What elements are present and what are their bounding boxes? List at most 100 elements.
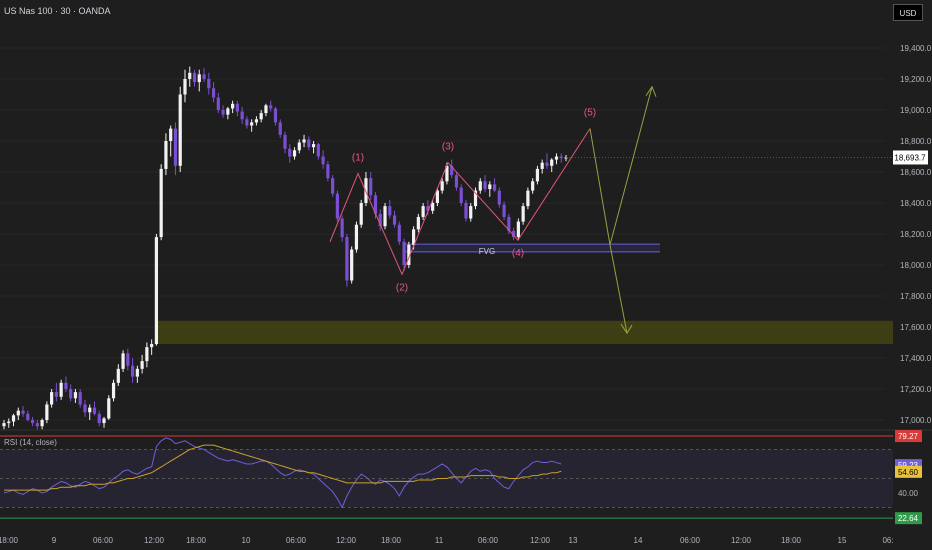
- y-tick-label: 17,200.0: [900, 385, 932, 394]
- candle: [250, 119, 254, 132]
- candle: [321, 150, 325, 169]
- rsi-level-label: 59.23: [898, 461, 919, 470]
- candle-body: [97, 413, 101, 424]
- candle: [397, 221, 401, 245]
- candle-body: [254, 119, 259, 123]
- candle: [83, 399, 87, 417]
- candle: [64, 376, 68, 393]
- bearish-arrowhead: [620, 323, 633, 335]
- x-tick-label: 06:00: [93, 536, 114, 545]
- candle: [45, 401, 49, 424]
- candle-body: [554, 156, 559, 160]
- candle-body: [507, 216, 511, 231]
- candle-body: [397, 224, 401, 242]
- candle: [135, 365, 139, 383]
- x-tick-label: 13: [569, 536, 578, 545]
- candle-body: [150, 344, 154, 348]
- candle-body: [16, 410, 20, 416]
- y-tick-label: 17,600.0: [900, 323, 932, 332]
- wave-label: (3): [442, 142, 454, 153]
- candle-body: [7, 421, 11, 424]
- x-tick-label: 06:00: [478, 536, 499, 545]
- candle: [254, 116, 259, 126]
- candle: [21, 406, 25, 417]
- candle: [73, 389, 78, 403]
- candle-body: [459, 187, 463, 203]
- candle: [121, 350, 125, 372]
- candle-body: [316, 144, 320, 157]
- candle-body: [502, 204, 506, 217]
- candle-body: [526, 190, 530, 207]
- candle: [378, 209, 382, 231]
- candle: [431, 199, 435, 214]
- candle-body: [245, 119, 249, 126]
- candle: [302, 134, 306, 148]
- candle-body: [240, 111, 244, 120]
- candle-body: [59, 382, 63, 397]
- candle-body: [197, 74, 201, 83]
- current-price-label: 18,693.7: [894, 153, 926, 162]
- candle: [150, 339, 154, 355]
- candle-body: [192, 72, 197, 83]
- candle: [154, 234, 159, 346]
- wave-label: (2): [396, 282, 408, 293]
- candle: [126, 348, 130, 371]
- candle: [145, 342, 149, 368]
- candle: [369, 172, 373, 200]
- candle-body: [492, 184, 497, 191]
- candle: [269, 100, 273, 112]
- candle-body: [64, 382, 68, 389]
- candle-body: [173, 128, 178, 166]
- candle-body: [331, 178, 335, 194]
- candle-body: [326, 164, 330, 179]
- candle: [464, 199, 468, 222]
- rsi-level-label: 79.27: [898, 432, 919, 441]
- candle-body: [359, 203, 363, 225]
- price-tag: [893, 150, 928, 165]
- candle-body: [259, 113, 263, 120]
- candle-body: [440, 181, 444, 191]
- candle: [283, 131, 287, 154]
- x-tick-label: 15: [838, 536, 847, 545]
- candle-body: [469, 206, 473, 219]
- candle: [531, 178, 535, 194]
- candle: [221, 105, 225, 118]
- candle: [502, 201, 506, 221]
- y-tick-label: 18,800.0: [900, 137, 932, 146]
- candle-body: [140, 361, 144, 369]
- candle: [111, 379, 116, 402]
- rsi-line: [3, 437, 562, 509]
- candle-body: [207, 79, 211, 89]
- y-tick-label: 17,800.0: [900, 292, 932, 301]
- candle-body: [231, 103, 235, 109]
- bullish-arrowhead: [645, 85, 657, 97]
- candle-body: [431, 203, 435, 211]
- fvg-label: FVG: [479, 247, 495, 256]
- candle: [383, 203, 387, 230]
- x-tick-label: 14: [634, 536, 643, 545]
- candle-body: [269, 105, 273, 109]
- candle-body: [216, 97, 220, 110]
- candle-body: [421, 206, 425, 217]
- candle-body: [407, 244, 411, 265]
- candle-body: [531, 181, 535, 191]
- x-tick-label: 06:00: [286, 536, 307, 545]
- candle-body: [250, 122, 254, 126]
- candle: [26, 410, 30, 422]
- candle: [211, 82, 216, 103]
- candle: [392, 210, 397, 228]
- candle: [459, 184, 463, 207]
- candle-body: [445, 165, 449, 182]
- candle-body: [26, 413, 30, 420]
- candle: [311, 141, 316, 154]
- y-tick-label: 19,200.0: [900, 75, 932, 84]
- currency-button[interactable]: USD: [893, 4, 923, 21]
- rsi-ma-line: [4, 444, 562, 491]
- rsi-tag: [895, 465, 922, 478]
- candle-body: [454, 175, 459, 188]
- candle: [188, 66, 192, 87]
- candle: [7, 418, 11, 428]
- candle-body: [50, 392, 54, 405]
- fvg-zone: [405, 244, 660, 252]
